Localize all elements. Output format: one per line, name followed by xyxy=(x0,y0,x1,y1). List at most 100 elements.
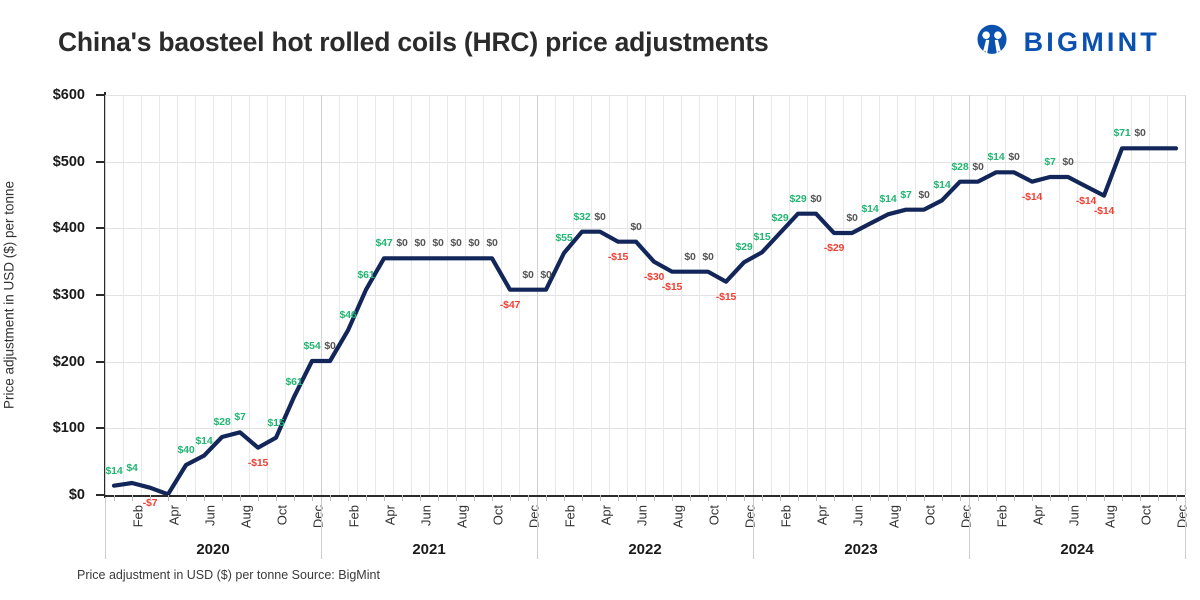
x-axis-tick xyxy=(312,495,313,501)
x-month-label: Jun xyxy=(850,505,866,526)
x-month-label: Dec xyxy=(958,505,974,529)
data-point-label: $61 xyxy=(357,268,375,281)
gridline-vertical xyxy=(627,95,628,495)
gridline-vertical xyxy=(681,95,682,495)
gridline-vertical xyxy=(663,95,664,495)
x-month-label: Feb xyxy=(562,505,578,528)
data-point-label: $0 xyxy=(1134,127,1146,140)
x-axis-tick xyxy=(150,495,151,501)
gridline-vertical xyxy=(897,95,898,495)
data-point-label: $0 xyxy=(630,220,642,233)
data-point-label: $0 xyxy=(450,237,462,250)
gridline-vertical xyxy=(825,95,826,495)
x-axis-tick xyxy=(546,495,547,501)
data-point-label: -$15 xyxy=(247,456,269,469)
data-point-label: $71 xyxy=(1113,127,1131,140)
x-axis-tick xyxy=(690,495,691,501)
data-point-label: $0 xyxy=(702,250,714,263)
data-point-label: $0 xyxy=(540,268,552,281)
x-month-label: Oct xyxy=(274,505,290,526)
gridline-vertical xyxy=(213,95,214,495)
data-point-label: $55 xyxy=(555,232,573,244)
x-month-label: Dec xyxy=(742,505,758,529)
x-axis-tick xyxy=(348,495,349,501)
gridline-vertical xyxy=(357,95,358,495)
x-axis-tick xyxy=(1068,495,1069,501)
year-separator xyxy=(969,497,970,559)
x-month-label: Apr xyxy=(814,505,830,526)
x-axis-tick xyxy=(1014,495,1015,501)
y-axis-tick xyxy=(96,294,105,296)
data-point-label: $0 xyxy=(810,192,822,205)
gridline-vertical xyxy=(339,95,340,495)
data-point-label: -$15 xyxy=(661,280,683,293)
data-point-label: $29 xyxy=(735,241,753,254)
x-axis-tick xyxy=(1086,495,1087,501)
bigmint-mark-icon xyxy=(977,24,1007,55)
gridline-vertical xyxy=(123,95,124,495)
y-tick-label: $500 xyxy=(52,153,85,170)
x-axis-tick xyxy=(114,495,115,501)
x-axis-tick xyxy=(978,495,979,501)
data-point-label: $0 xyxy=(522,268,534,281)
x-axis-tick xyxy=(294,495,295,501)
gridline-vertical xyxy=(429,95,430,495)
gridline-vertical xyxy=(807,95,808,495)
data-point-label: -$14 xyxy=(1093,204,1115,217)
data-point-label: $14 xyxy=(933,179,951,192)
gridline-vertical xyxy=(843,95,844,495)
data-point-label: $54 xyxy=(303,340,321,352)
x-month-label: Feb xyxy=(778,505,794,528)
source-note: Price adjustment in USD ($) per tonne So… xyxy=(77,568,380,582)
x-axis-tick xyxy=(708,495,709,501)
data-point-label: $47 xyxy=(375,237,393,250)
gridline-vertical xyxy=(951,95,952,495)
x-axis-tick xyxy=(204,495,205,501)
gridline-vertical xyxy=(195,95,196,495)
plot-area: $0 $100 $200 $300 $400 $500 $600 Price adjustm… xyxy=(2,87,1186,509)
data-point-label: -$7 xyxy=(142,496,158,509)
x-month-label: Dec xyxy=(1174,505,1190,529)
gridline-vertical xyxy=(393,95,394,495)
x-axis-tick xyxy=(258,495,259,501)
gridline-vertical xyxy=(771,95,772,495)
data-point-label: -$29 xyxy=(823,242,845,254)
x-axis: Feb Apr Jun Aug Oct Dec Feb Apr Jun Aug Oct Dec Feb A… xyxy=(104,495,1190,565)
data-point-label: $0 xyxy=(324,340,336,352)
data-point-label: $14 xyxy=(195,434,213,447)
x-axis-tick xyxy=(276,495,277,501)
x-axis-tick xyxy=(1032,495,1033,501)
data-point-label: $0 xyxy=(846,212,858,224)
bigmint-wordmark: BIGMINT xyxy=(1023,26,1160,57)
gridline-vertical xyxy=(1149,95,1150,495)
x-month-label: Aug xyxy=(886,505,902,529)
data-point-label: $29 xyxy=(789,192,807,205)
x-axis-tick xyxy=(654,495,655,501)
gridline-vertical xyxy=(1041,95,1042,495)
x-axis-tick xyxy=(564,495,565,501)
y-axis-title: Price adjustment in USD ($) per tonne xyxy=(1,180,17,410)
x-axis-tick xyxy=(1140,495,1141,501)
year-separator xyxy=(105,497,106,559)
data-point-label: -$14 xyxy=(1075,195,1097,208)
x-axis-tick xyxy=(636,495,637,501)
gridline-vertical xyxy=(555,95,556,495)
page-title: China's baosteel hot rolled coils (HRC) … xyxy=(58,26,769,57)
bigmint-logo: BIGMINT xyxy=(972,22,1160,62)
x-year-label: 2020 xyxy=(196,541,230,558)
x-year-label: 2023 xyxy=(844,541,878,558)
y-tick-label: $600 xyxy=(52,87,85,103)
gridline-vertical xyxy=(375,95,376,495)
x-month-label: Aug xyxy=(1102,505,1118,529)
gridline-vertical xyxy=(267,95,268,495)
gridline-vertical xyxy=(411,95,412,495)
x-axis-tick xyxy=(960,495,961,501)
gridline-vertical xyxy=(285,95,286,495)
y-tick-label: $200 xyxy=(52,353,85,370)
gridline-vertical xyxy=(861,95,862,495)
year-separator xyxy=(753,497,754,559)
x-month-label: Oct xyxy=(706,505,722,526)
year-separator-line xyxy=(537,95,538,495)
x-month-label: Apr xyxy=(1030,505,1046,526)
x-axis-tick xyxy=(780,495,781,501)
